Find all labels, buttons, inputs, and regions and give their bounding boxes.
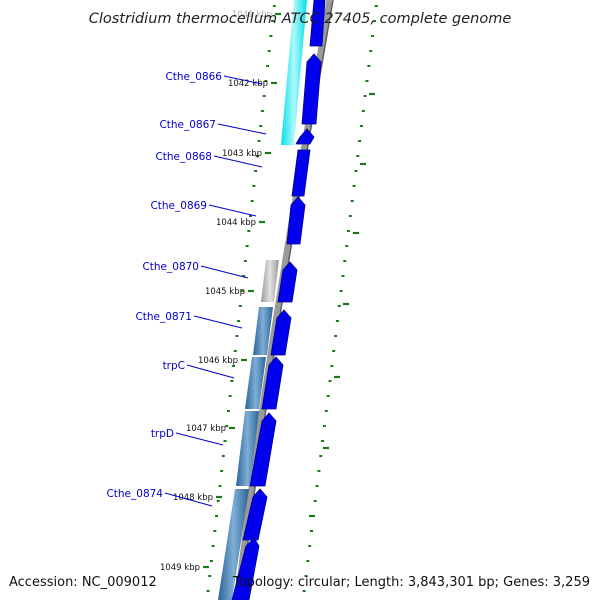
feature-arrow [261,356,284,410]
kbp-label: 1046 kbp [198,356,238,366]
kbp-label: 1043 kbp [222,149,262,159]
feature-arrow [295,128,315,145]
cds-block-steel-2 [245,357,266,409]
gene-label[interactable]: Cthe_0868 [155,151,212,163]
kbp-label: 1044 kbp [216,218,256,228]
cds-block-gray [261,260,279,302]
gene-label[interactable]: Cthe_0869 [150,200,207,212]
feature-arrow [242,488,268,541]
gene-callout-line [200,265,249,279]
kbp-label: 1042 kbp [228,79,268,89]
kbp-label: 1048 kbp [173,493,213,503]
gene-label[interactable]: trpD [151,428,174,440]
gene-label[interactable]: Cthe_0867 [159,119,216,131]
kbp-label: 1049 kbp [160,563,200,573]
feature-arrow [291,149,311,197]
kbp-label: 1041 kbp [232,10,272,20]
gene-callout-line [164,492,213,507]
gene-callout-line [217,123,267,135]
gene-label[interactable]: Cthe_0871 [135,311,192,323]
feature-arrow [309,0,326,47]
feature-arrow [231,537,260,600]
feature-arrow [277,261,298,303]
gene-callout-line [193,315,243,329]
cds-block-steel-3 [236,411,259,486]
gene-label[interactable]: Cthe_0870 [142,261,199,273]
gene-label[interactable]: trpC [163,360,185,372]
gene-callout-line [175,432,224,446]
gene-label[interactable]: Cthe_0866 [165,71,222,83]
gene-callout-line [208,204,257,217]
kbp-label: 1045 kbp [205,287,245,297]
kbp-ticks: 1041 kbp 1042 kbp 1043 kbp 1044 kbp 1045 kbp… [160,10,281,573]
gene-callout-line [223,75,263,85]
feature-arrow [249,412,277,487]
feature-arrow [286,196,306,245]
topology-text: Topology: circular; Length: 3,843,301 bp… [232,575,590,590]
forward-features [231,0,326,600]
gene-callout-line [186,364,235,379]
cds-block-cyan [281,0,307,145]
kbp-label: 1047 kbp [186,424,226,434]
tick-dots [206,5,378,592]
cds-block-steel-4 [218,489,249,600]
accession-text: Accession: NC_009012 [9,575,157,590]
map-title: Clostridium thermocellum ATCC 27405, com… [89,11,512,27]
gene-callouts: Cthe_0866 Cthe_0867 Cthe_0868 Cthe_0869 Cthe… [106,71,267,507]
gene-label[interactable]: Cthe_0874 [106,488,163,500]
gene-callout-line [213,155,263,168]
feature-arrow [270,309,292,356]
cds-band [218,0,307,600]
cds-block-steel-1 [253,307,273,355]
feature-arrow [301,53,322,125]
